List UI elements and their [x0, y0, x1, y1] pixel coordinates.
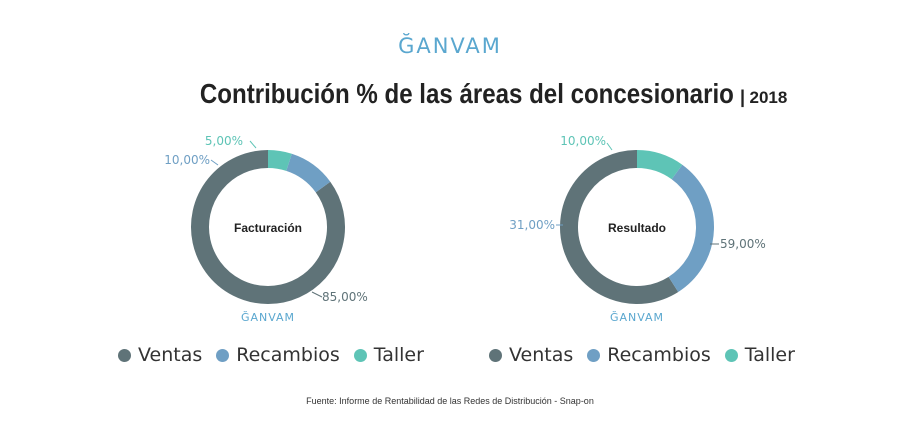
chart-year: 2018 — [749, 88, 788, 107]
donut-slice-recambios — [285, 153, 331, 193]
donut-slice-recambios — [668, 164, 714, 293]
leader-line — [210, 159, 219, 166]
value-label-taller: 5,00% — [205, 134, 243, 148]
leader-line — [606, 142, 613, 151]
legend-swatch — [353, 349, 367, 362]
ganvam-logo: ĞANVAM — [398, 34, 502, 58]
donut-slice-taller — [267, 150, 292, 171]
leader-line — [311, 291, 323, 298]
legend-item-recambios: Recambios — [587, 344, 711, 366]
value-label-recambios: 10,00% — [164, 153, 210, 167]
value-label-taller: 10,00% — [560, 134, 606, 148]
donut-slice-taller — [636, 150, 683, 180]
legend-label: Ventas — [138, 344, 203, 366]
legend-label: Ventas — [509, 344, 574, 366]
legend-swatch — [216, 349, 230, 362]
value-label-ventas: 59,00% — [720, 237, 766, 251]
legend-item-recambios: Recambios — [216, 344, 340, 366]
title-row: Contribución % de las áreas del concesio… — [0, 78, 900, 110]
leader-line — [249, 140, 257, 149]
legend-swatch — [587, 349, 601, 362]
legend-item-taller: Taller — [353, 344, 424, 366]
chart-title: Contribución % de las áreas del concesio… — [199, 78, 734, 109]
source-note: Fuente: Informe de Rentabilidad de las R… — [306, 396, 594, 406]
donut-center-label: Facturación — [234, 221, 302, 235]
value-label-ventas: 85,00% — [322, 290, 368, 304]
legend-swatch — [489, 349, 502, 362]
legend-label: Recambios — [607, 344, 711, 366]
donut-slice-ventas — [560, 150, 679, 304]
value-label-recambios: 31,00% — [509, 218, 555, 232]
ganvam-watermark: ĞANVAM — [241, 311, 295, 324]
title-separator: | — [739, 87, 746, 107]
legend-label: Recambios — [236, 344, 340, 366]
legend-facturacion: Ventas Recambios Taller — [118, 344, 438, 366]
donut-center-label: Resultado — [608, 221, 666, 235]
legend-swatch — [118, 349, 131, 362]
legend-label: Taller — [373, 344, 424, 366]
legend-item-ventas: Ventas — [489, 344, 573, 366]
donut-slice-ventas — [191, 150, 345, 304]
legend-item-ventas: Ventas — [118, 344, 202, 366]
legend-swatch — [724, 349, 738, 362]
ganvam-watermark: ĞANVAM — [610, 311, 664, 324]
legend-label: Taller — [744, 344, 795, 366]
legend-item-taller: Taller — [724, 344, 795, 366]
legend-resultado: Ventas Recambios Taller — [489, 344, 809, 366]
